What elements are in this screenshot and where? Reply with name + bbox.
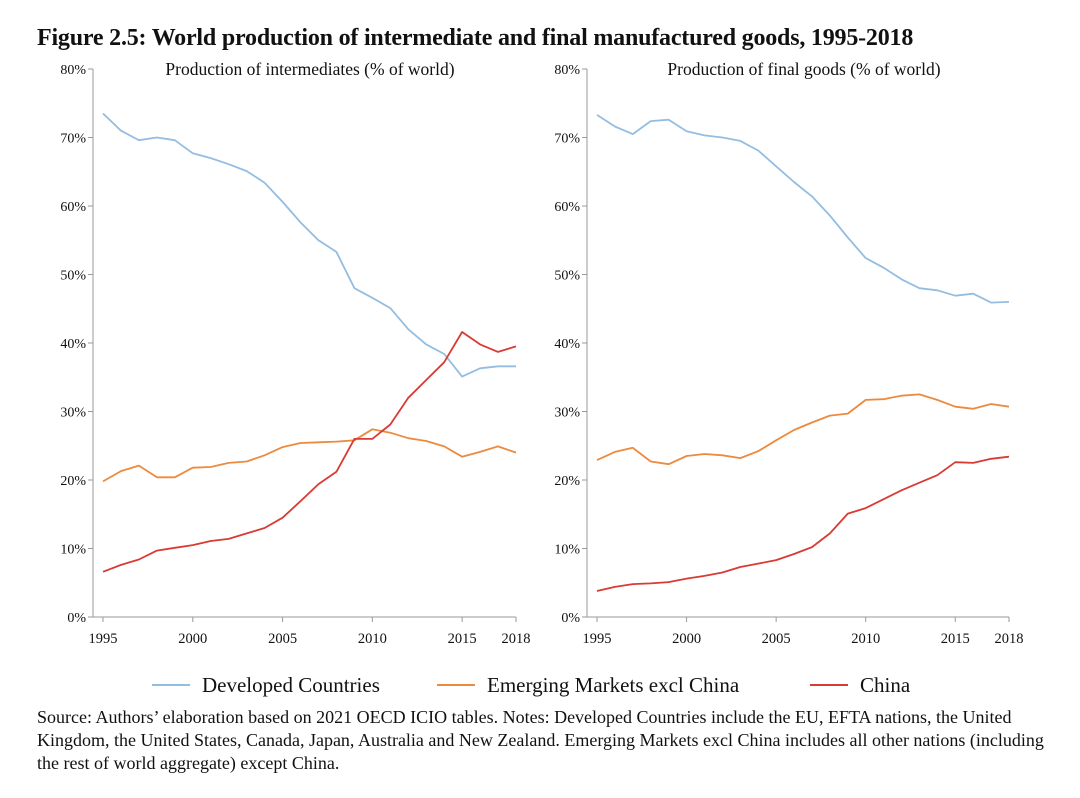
y-tick-label: 10%	[60, 543, 86, 558]
panel-title: Production of final goods (% of world)	[667, 59, 940, 79]
charts-area: 0% 10% 20% 30% 40% 50% 60% 70% 80% 1995 2000 2005 20…	[60, 59, 1023, 647]
x-tick-label: 1995	[89, 631, 118, 647]
y-tick-label: 60%	[554, 200, 580, 215]
y-tick-label: 80%	[60, 63, 86, 78]
y-tick-label: 40%	[60, 337, 86, 352]
y-tick-label: 70%	[60, 132, 86, 147]
x-tick-label: 2010	[851, 631, 880, 647]
x-tick-label: 2015	[448, 631, 477, 647]
y-tick-label: 50%	[60, 269, 86, 284]
x-tick-label: 2018	[502, 631, 531, 647]
legend-label-developed: Developed Countries	[202, 672, 380, 697]
x-tick-label: 2015	[941, 631, 970, 647]
legend-swatch-emerging	[437, 684, 475, 686]
legend-item-emerging: Emerging Markets excl China	[437, 670, 739, 700]
series-line-developed	[596, 114, 1010, 304]
x-tick-label: 2010	[358, 631, 387, 647]
chart-panel-intermediates: 0% 10% 20% 30% 40% 50% 60% 70% 80% 1995 2000 2005 20…	[60, 59, 530, 647]
panel-title: Production of intermediates (% of world)	[165, 59, 454, 79]
y-tick-label: 60%	[60, 200, 86, 215]
y-tick-label: 10%	[554, 543, 580, 558]
legend-item-china: China	[810, 670, 910, 700]
x-tick-label: 2018	[995, 631, 1024, 647]
x-tick-label: 2005	[762, 631, 791, 647]
x-tick-label: 2000	[178, 631, 207, 647]
legend-label-china: China	[860, 672, 911, 697]
series-line-developed	[102, 112, 516, 378]
legend: Developed Countries Emerging Markets exc…	[0, 670, 1080, 700]
legend-swatch-developed	[152, 684, 190, 686]
x-tick-label: 2005	[268, 631, 297, 647]
source-note: Source: Authors’ elaboration based on 20…	[37, 707, 1044, 773]
legend-item-developed: Developed Countries	[152, 670, 380, 700]
y-tick-label: 20%	[554, 474, 580, 489]
series-line-emerging	[596, 393, 1010, 466]
y-tick-label: 40%	[554, 337, 580, 352]
legend-label-emerging: Emerging Markets excl China	[487, 672, 740, 697]
legend-swatch-china	[810, 684, 848, 686]
x-tick-label: 2000	[672, 631, 701, 647]
y-tick-label: 30%	[60, 406, 86, 421]
y-tick-label: 0%	[67, 611, 86, 626]
y-tick-label: 0%	[561, 611, 580, 626]
figure-title: Figure 2.5: World production of intermed…	[37, 25, 914, 51]
y-tick-label: 30%	[554, 406, 580, 421]
series-line-emerging	[102, 428, 517, 483]
chart-panel-final-goods: 0% 10% 20% 30% 40% 50% 60% 70% 80% 1995 2000 2005 20…	[554, 59, 1023, 647]
y-tick-label: 80%	[554, 63, 580, 78]
y-tick-label: 50%	[554, 269, 580, 284]
series-line-china	[596, 455, 1010, 592]
y-tick-label: 70%	[554, 132, 580, 147]
x-tick-label: 1995	[583, 631, 612, 647]
series-line-china	[102, 331, 517, 573]
y-tick-label: 20%	[60, 474, 86, 489]
